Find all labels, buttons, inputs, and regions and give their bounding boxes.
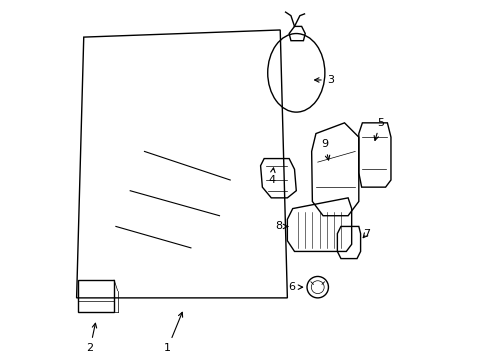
Text: 6: 6 xyxy=(288,282,302,292)
Text: 5: 5 xyxy=(373,118,383,140)
Text: 4: 4 xyxy=(267,168,275,185)
Text: 1: 1 xyxy=(164,312,182,353)
Text: 2: 2 xyxy=(86,323,97,353)
Text: 9: 9 xyxy=(321,139,329,160)
Text: 3: 3 xyxy=(314,75,333,85)
Text: 8: 8 xyxy=(274,221,287,231)
Text: 7: 7 xyxy=(363,229,369,239)
